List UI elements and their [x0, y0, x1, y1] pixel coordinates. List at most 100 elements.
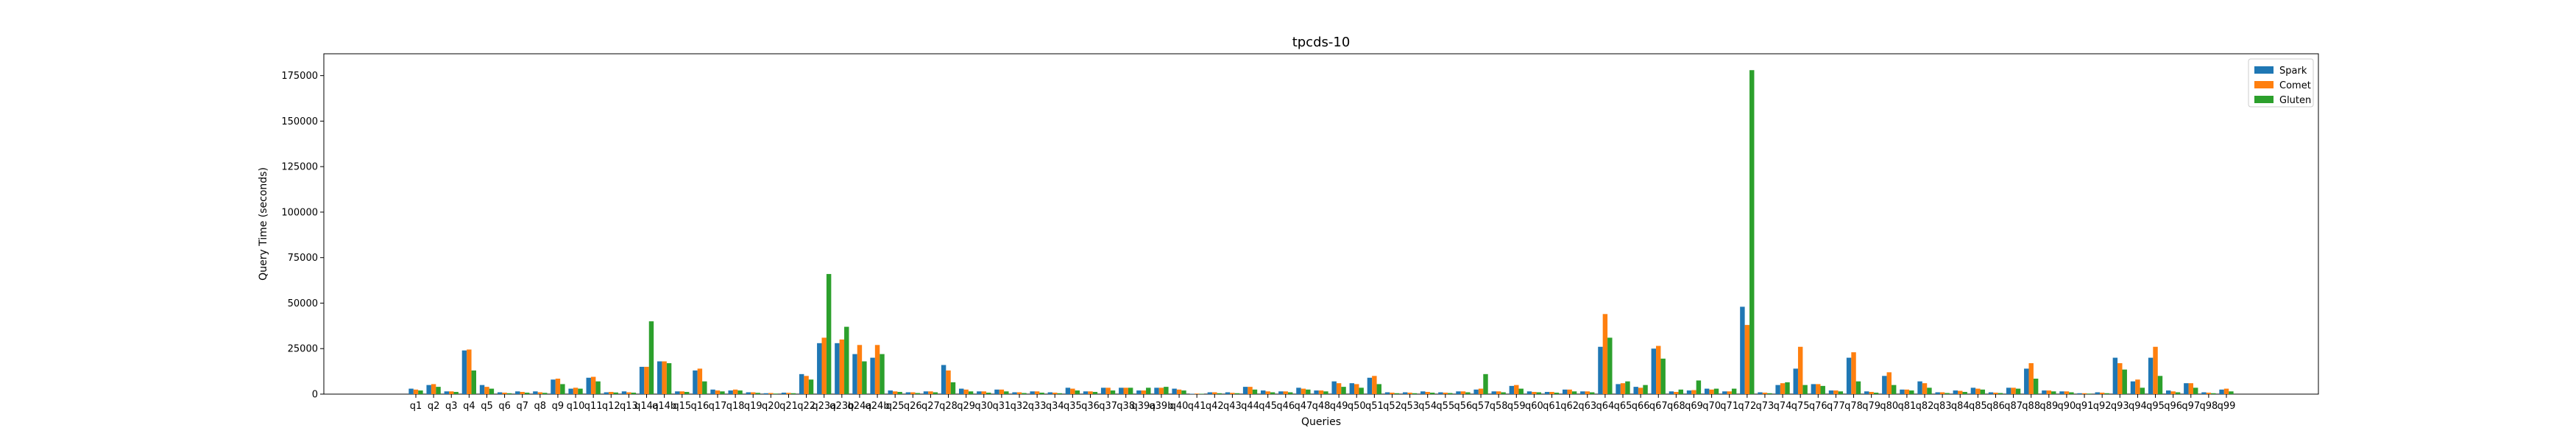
bar-comet — [821, 337, 827, 394]
bar-gluten — [1412, 393, 1418, 394]
bar-comet — [1762, 393, 1768, 394]
x-tick-label: q46 — [1276, 401, 1295, 412]
bar-gluten — [1589, 392, 1595, 394]
y-tick-label: 0 — [312, 390, 318, 401]
bar-spark — [1811, 384, 1816, 394]
bar-spark — [817, 343, 822, 394]
x-tick-label: q69 — [1685, 401, 1703, 412]
bar-comet — [732, 389, 738, 394]
bar-comet — [1354, 384, 1359, 394]
bar-gluten — [595, 381, 601, 394]
x-tick-label: q51 — [1365, 401, 1384, 412]
bar-comet — [1638, 387, 1643, 394]
bar-gluten — [2157, 376, 2163, 394]
bar-gluten — [1962, 392, 1967, 394]
bar-gluten — [737, 390, 743, 394]
bar-gluten — [880, 354, 885, 394]
bar-spark — [1473, 389, 1479, 394]
bar-gluten — [631, 393, 637, 394]
legend-swatch — [2254, 66, 2274, 74]
bar-comet — [1070, 388, 1075, 394]
bar-spark — [763, 393, 769, 394]
bar-comet — [2153, 346, 2158, 394]
x-tick-label: q19 — [744, 401, 762, 412]
bar-spark — [746, 392, 751, 394]
bar-spark — [781, 393, 787, 394]
bar-spark — [1580, 391, 1585, 394]
bar-spark — [2130, 381, 2136, 394]
legend-entry: Comet — [2279, 80, 2311, 91]
bar-comet — [751, 392, 756, 394]
bar-spark — [1456, 391, 1461, 394]
bar-gluten — [1092, 392, 1098, 394]
x-tick-label: q2 — [428, 401, 440, 412]
x-tick-label: q61 — [1543, 401, 1561, 412]
bar-spark — [1775, 385, 1780, 394]
x-tick-label: q15 — [673, 401, 691, 412]
x-tick-label: q84 — [1951, 401, 1970, 412]
bar-comet — [1141, 390, 1147, 394]
bar-gluten — [2193, 387, 2198, 394]
bar-gluten — [1039, 393, 1044, 394]
bar-gluten — [915, 393, 920, 394]
bar-gluten — [1891, 385, 1897, 394]
bar-comet — [1496, 391, 1501, 394]
x-tick-label: q55 — [1436, 401, 1454, 412]
bar-spark — [639, 366, 645, 394]
bar-comet — [1318, 390, 1324, 394]
x-tick-label: q23a — [812, 401, 836, 412]
bar-spark — [1136, 390, 1142, 394]
bar-spark — [977, 391, 982, 394]
bar-comet — [1532, 392, 1537, 394]
bar-comet — [502, 393, 507, 394]
bar-gluten — [1785, 382, 1790, 394]
bar-gluten — [1287, 392, 1293, 394]
bar-comet — [1158, 387, 1164, 394]
bar-comet — [768, 393, 774, 394]
bar-gluten — [968, 391, 974, 394]
bar-gluten — [1181, 390, 1186, 394]
x-tick-label: q21 — [779, 401, 798, 412]
bar-spark — [2184, 383, 2189, 394]
bar-comet — [1958, 390, 1963, 394]
bar-comet — [1620, 383, 1626, 394]
bar-gluten — [2211, 393, 2216, 394]
bar-spark — [1438, 392, 1443, 394]
x-tick-label: q60 — [1525, 401, 1543, 412]
x-tick-label: q4 — [463, 401, 475, 412]
x-tick-label: q62 — [1560, 401, 1579, 412]
bar-gluten — [1004, 391, 1009, 394]
bar-gluten — [2015, 388, 2021, 394]
bar-comet — [2099, 393, 2105, 394]
bar-comet — [679, 391, 684, 394]
x-tick-label: q79 — [1862, 401, 1880, 412]
bar-comet — [1869, 392, 1874, 394]
bar-gluten — [1945, 393, 1950, 394]
bar-spark — [2095, 392, 2100, 394]
bar-comet — [662, 361, 667, 394]
x-tick-label: q68 — [1667, 401, 1685, 412]
x-tick-label: q6 — [498, 401, 511, 412]
bar-comet — [1123, 387, 1128, 394]
x-tick-label: q3 — [445, 401, 458, 412]
bar-comet — [520, 392, 525, 394]
x-tick-label: q1 — [410, 401, 422, 412]
x-tick-label: q26 — [904, 401, 922, 412]
x-tick-label: q78 — [1844, 401, 1863, 412]
plot-frame — [323, 53, 2319, 395]
bar-gluten — [1554, 393, 1560, 394]
bar-spark — [1083, 391, 1089, 394]
bar-spark — [444, 391, 450, 394]
x-tick-label: q94 — [2129, 401, 2147, 412]
bar-gluten — [506, 393, 512, 394]
bar-spark — [1367, 377, 1373, 394]
bar-gluten — [1749, 70, 1755, 394]
bar-spark — [461, 350, 467, 394]
x-tick-label: q87 — [2004, 401, 2023, 412]
x-tick-label: q97 — [2182, 401, 2200, 412]
x-tick-label: q74 — [1774, 401, 1792, 412]
bar-comet — [999, 389, 1005, 394]
bar-gluten — [1394, 393, 1400, 394]
bar-comet — [644, 366, 649, 394]
